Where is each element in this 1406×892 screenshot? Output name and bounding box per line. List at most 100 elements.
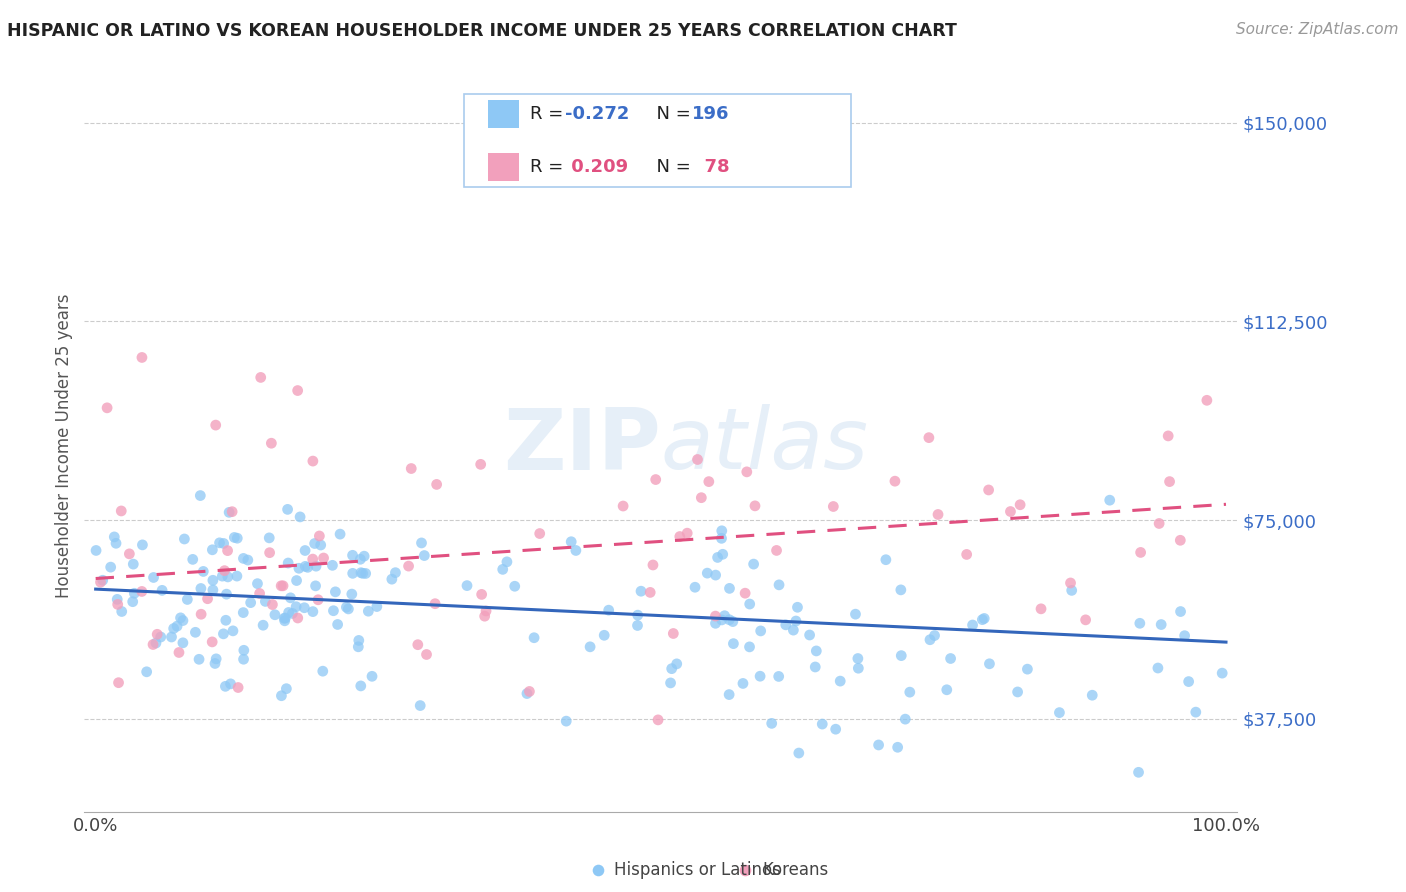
Point bbox=[456, 579, 478, 593]
Point bbox=[647, 713, 669, 727]
Point bbox=[276, 681, 298, 696]
Point bbox=[257, 531, 280, 545]
Point bbox=[259, 546, 281, 560]
Text: 78: 78 bbox=[692, 158, 730, 176]
Point bbox=[287, 384, 309, 398]
Point bbox=[226, 531, 249, 545]
Point bbox=[160, 630, 183, 644]
Point bbox=[217, 570, 239, 584]
Point bbox=[107, 598, 129, 612]
Point bbox=[918, 632, 941, 647]
Point bbox=[1150, 617, 1173, 632]
Point bbox=[309, 538, 332, 552]
Point bbox=[91, 574, 114, 588]
Point bbox=[1129, 545, 1152, 559]
Point bbox=[262, 598, 284, 612]
Point bbox=[406, 638, 429, 652]
Point bbox=[118, 547, 141, 561]
Point bbox=[846, 651, 869, 665]
Point bbox=[516, 687, 538, 701]
Point bbox=[935, 682, 957, 697]
Point bbox=[381, 572, 404, 586]
Point bbox=[135, 665, 157, 679]
Point bbox=[799, 628, 821, 642]
Point bbox=[254, 594, 277, 608]
Point bbox=[704, 609, 727, 624]
Point bbox=[898, 685, 921, 699]
Point bbox=[492, 562, 515, 576]
Point bbox=[824, 722, 846, 736]
Point bbox=[218, 505, 240, 519]
Y-axis label: Householder Income Under 25 years: Householder Income Under 25 years bbox=[55, 293, 73, 599]
Point bbox=[704, 616, 727, 631]
Point bbox=[197, 591, 219, 606]
Text: Hispanics or Latinos: Hispanics or Latinos bbox=[614, 861, 782, 879]
Point bbox=[787, 746, 810, 760]
Point bbox=[226, 681, 249, 695]
Point bbox=[105, 592, 128, 607]
Point bbox=[884, 474, 907, 488]
Point bbox=[686, 452, 709, 467]
Point bbox=[875, 552, 897, 566]
Point bbox=[811, 717, 834, 731]
Point bbox=[366, 599, 388, 614]
Point bbox=[212, 536, 235, 550]
Text: -0.272: -0.272 bbox=[565, 105, 630, 123]
Point bbox=[475, 604, 498, 618]
Point bbox=[384, 566, 406, 580]
Point bbox=[201, 635, 224, 649]
Point bbox=[226, 569, 249, 583]
Point bbox=[326, 617, 349, 632]
Point bbox=[181, 552, 204, 566]
Point bbox=[782, 623, 804, 637]
Point bbox=[785, 614, 807, 628]
Point bbox=[399, 461, 422, 475]
Point bbox=[690, 491, 713, 505]
Point bbox=[665, 657, 688, 671]
Point bbox=[474, 609, 496, 624]
Point bbox=[565, 543, 588, 558]
Point bbox=[188, 652, 211, 666]
Point bbox=[644, 473, 666, 487]
Point bbox=[734, 586, 756, 600]
Point bbox=[90, 575, 112, 590]
Point bbox=[232, 551, 254, 566]
Point bbox=[201, 582, 224, 597]
Point bbox=[288, 509, 311, 524]
Point bbox=[301, 552, 323, 566]
Point bbox=[312, 551, 335, 566]
Point bbox=[215, 613, 238, 627]
Point bbox=[710, 613, 733, 627]
Point bbox=[503, 579, 526, 593]
Point bbox=[973, 611, 995, 625]
Point bbox=[470, 458, 492, 472]
Point bbox=[208, 536, 231, 550]
Point bbox=[350, 566, 373, 580]
Point bbox=[696, 566, 718, 581]
Point bbox=[749, 669, 772, 683]
Point bbox=[1157, 429, 1180, 443]
Point bbox=[1129, 616, 1152, 631]
Point bbox=[277, 502, 299, 516]
Point bbox=[560, 534, 582, 549]
Point bbox=[409, 698, 432, 713]
Text: N =: N = bbox=[645, 158, 697, 176]
Point bbox=[1195, 393, 1218, 408]
Point bbox=[305, 559, 328, 574]
Point bbox=[302, 454, 325, 468]
Point bbox=[768, 669, 790, 683]
Point bbox=[529, 526, 551, 541]
Point bbox=[775, 617, 797, 632]
Text: N =: N = bbox=[645, 105, 697, 123]
Point bbox=[270, 689, 292, 703]
Point bbox=[110, 504, 132, 518]
Point bbox=[641, 558, 664, 572]
Point bbox=[350, 679, 373, 693]
Point bbox=[927, 508, 949, 522]
Point bbox=[519, 684, 541, 698]
Point bbox=[232, 606, 254, 620]
Point bbox=[735, 465, 758, 479]
Point bbox=[683, 580, 706, 594]
Point bbox=[329, 527, 352, 541]
Point bbox=[249, 586, 271, 600]
